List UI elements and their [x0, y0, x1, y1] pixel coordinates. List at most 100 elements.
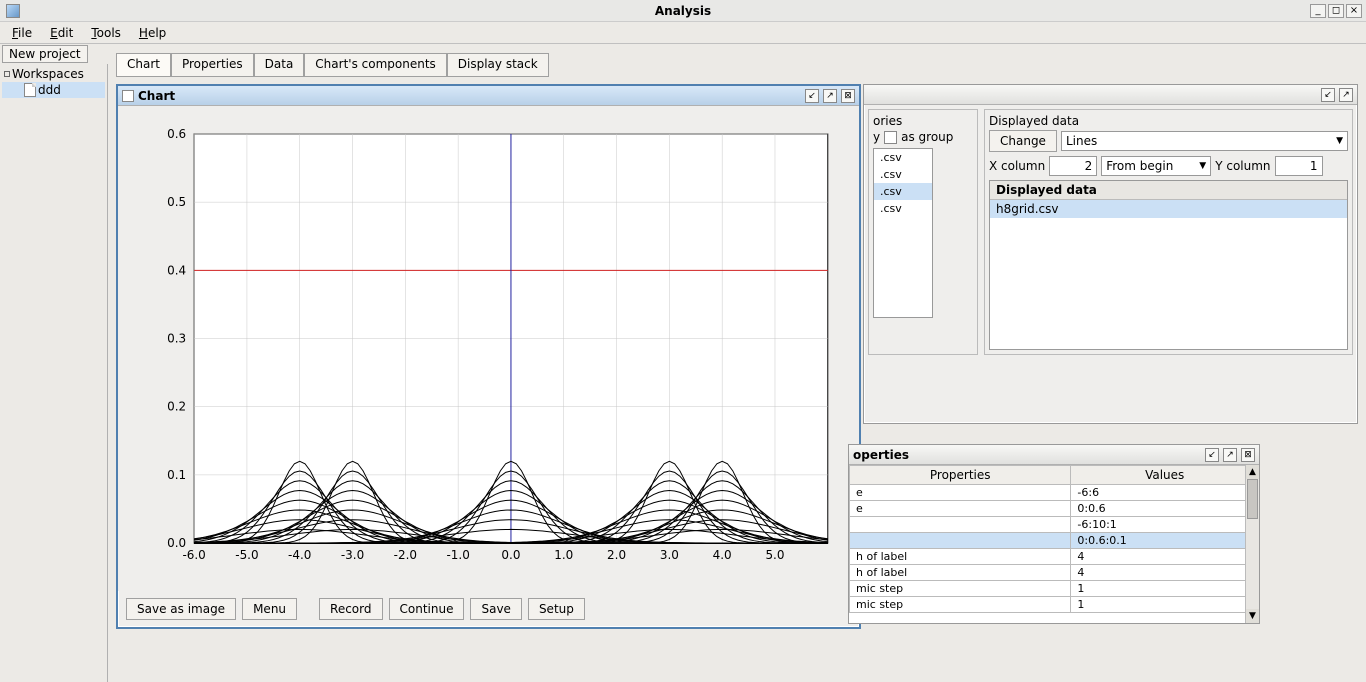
table-row[interactable]: 0:0.6:0.1 — [850, 533, 1259, 549]
props-min-icon[interactable]: ↙ — [1205, 448, 1219, 462]
file-list[interactable]: .csv.csv.csv.csv — [873, 148, 933, 318]
properties-titlebar[interactable]: operties ↙ ↗ ⊠ — [849, 445, 1259, 465]
menu-button[interactable]: Menu — [242, 598, 297, 620]
svg-text:-4.0: -4.0 — [288, 548, 311, 562]
table-row[interactable]: h of label4 — [850, 565, 1259, 581]
save-button[interactable]: Save — [470, 598, 521, 620]
svg-text:5.0: 5.0 — [765, 548, 784, 562]
chart-close-icon[interactable]: ⊠ — [841, 89, 855, 103]
tab-components[interactable]: Chart's components — [304, 53, 446, 77]
tree-root-label: Workspaces — [12, 67, 84, 81]
setup-button[interactable]: Setup — [528, 598, 585, 620]
tab-chart[interactable]: Chart — [116, 53, 171, 77]
panel-max-icon[interactable]: ↗ — [1339, 88, 1353, 102]
file-icon — [24, 83, 36, 97]
svg-text:2.0: 2.0 — [607, 548, 626, 562]
displayed-data-item[interactable]: h8grid.csv — [990, 200, 1347, 218]
y-column-input[interactable]: 1 — [1275, 156, 1323, 176]
menu-edit[interactable]: Edit — [42, 24, 81, 42]
props-max-icon[interactable]: ↗ — [1223, 448, 1237, 462]
tab-display-stack[interactable]: Display stack — [447, 53, 549, 77]
data-config-window: ↙ ↗ ories y as group .csv.csv.csv.csv — [863, 84, 1358, 424]
svg-text:-3.0: -3.0 — [341, 548, 364, 562]
displayed-data-list[interactable]: Displayed data h8grid.csv — [989, 180, 1348, 350]
window-icon — [122, 90, 134, 102]
tab-data[interactable]: Data — [254, 53, 305, 77]
chevron-down-icon: ▼ — [1199, 161, 1206, 171]
menu-tools[interactable]: Tools — [83, 24, 129, 42]
table-row[interactable]: e0:0.6 — [850, 501, 1259, 517]
from-begin-value: From begin — [1106, 159, 1173, 173]
as-group-checkbox[interactable] — [884, 131, 897, 144]
svg-text:0.6: 0.6 — [167, 127, 186, 141]
table-row[interactable]: -6:10:1 — [850, 517, 1259, 533]
table-row[interactable]: mic step1 — [850, 597, 1259, 613]
displayed-data-list-header: Displayed data — [990, 181, 1347, 200]
svg-text:-2.0: -2.0 — [394, 548, 417, 562]
close-button[interactable]: × — [1346, 4, 1362, 18]
chart-max-icon[interactable]: ↗ — [823, 89, 837, 103]
chart-canvas: -6.0-5.0-4.0-3.0-2.0-1.00.01.02.03.04.05… — [118, 106, 859, 591]
tree-item-ddd[interactable]: ddd — [2, 82, 105, 98]
chevron-down-icon: ▼ — [1336, 136, 1343, 146]
file-list-item[interactable]: .csv — [874, 149, 932, 166]
data-config-titlebar[interactable]: ↙ ↗ — [864, 85, 1357, 105]
chart-svg: -6.0-5.0-4.0-3.0-2.0-1.00.01.02.03.04.05… — [126, 114, 851, 583]
file-list-item[interactable]: .csv — [874, 183, 932, 200]
scroll-thumb[interactable] — [1247, 479, 1258, 519]
workspace-tree: Workspaces ddd — [0, 64, 108, 682]
as-group-label: as group — [901, 130, 953, 144]
chart-window: Chart ↙ ↗ ⊠ -6.0-5.0-4.0-3.0-2.0-1.00.01… — [116, 84, 861, 629]
displayed-data-header: Displayed data — [989, 114, 1348, 130]
col-properties[interactable]: Properties — [850, 466, 1071, 485]
svg-text:0.3: 0.3 — [167, 332, 186, 346]
svg-text:0.2: 0.2 — [167, 400, 186, 414]
categories-label: ories — [873, 114, 973, 130]
window-titlebar: Analysis _ ◻ × — [0, 0, 1366, 22]
svg-text:0.4: 0.4 — [167, 263, 186, 277]
table-row[interactable]: h of label4 — [850, 549, 1259, 565]
table-row[interactable]: mic step1 — [850, 581, 1259, 597]
menu-help[interactable]: Help — [131, 24, 174, 42]
props-close-icon[interactable]: ⊠ — [1241, 448, 1255, 462]
file-list-item[interactable]: .csv — [874, 200, 932, 217]
tab-properties[interactable]: Properties — [171, 53, 254, 77]
x-column-label: X column — [989, 159, 1045, 173]
properties-window: operties ↙ ↗ ⊠ Properties Values e-6:6e0… — [848, 444, 1260, 624]
menu-file[interactable]: File — [4, 24, 40, 42]
panel-min-icon[interactable]: ↙ — [1321, 88, 1335, 102]
tree-collapse-icon[interactable] — [4, 71, 10, 77]
properties-table: Properties Values e-6:6e0:0.6-6:10:10:0.… — [849, 465, 1259, 613]
from-begin-select[interactable]: From begin ▼ — [1101, 156, 1211, 176]
x-column-input[interactable]: 2 — [1049, 156, 1097, 176]
display-type-select[interactable]: Lines ▼ — [1061, 131, 1348, 151]
tree-root[interactable]: Workspaces — [2, 66, 105, 82]
change-button[interactable]: Change — [989, 130, 1057, 152]
chart-toolbar: Save as image Menu Record Continue Save … — [118, 591, 859, 627]
tree-item-label: ddd — [38, 83, 61, 97]
app-icon — [6, 4, 20, 18]
svg-text:0.5: 0.5 — [167, 195, 186, 209]
svg-text:1.0: 1.0 — [554, 548, 573, 562]
maximize-button[interactable]: ◻ — [1328, 4, 1344, 18]
new-project-button[interactable]: New project — [2, 45, 88, 63]
properties-scrollbar[interactable]: ▲ ▼ — [1245, 465, 1259, 623]
record-button[interactable]: Record — [319, 598, 382, 620]
content-area: Chart Properties Data Chart's components… — [108, 64, 1366, 682]
properties-title: operties — [853, 448, 1201, 462]
file-list-item[interactable]: .csv — [874, 166, 932, 183]
minimize-button[interactable]: _ — [1310, 4, 1326, 18]
display-type-value: Lines — [1066, 134, 1097, 148]
chart-min-icon[interactable]: ↙ — [805, 89, 819, 103]
svg-text:-1.0: -1.0 — [446, 548, 469, 562]
col-values[interactable]: Values — [1071, 466, 1259, 485]
table-row[interactable]: e-6:6 — [850, 485, 1259, 501]
chart-window-title: Chart — [138, 89, 801, 103]
svg-text:-6.0: -6.0 — [182, 548, 205, 562]
save-as-image-button[interactable]: Save as image — [126, 598, 236, 620]
scroll-up-icon[interactable]: ▲ — [1246, 465, 1259, 479]
svg-text:0.0: 0.0 — [167, 536, 186, 550]
scroll-down-icon[interactable]: ▼ — [1246, 609, 1259, 623]
chart-window-titlebar[interactable]: Chart ↙ ↗ ⊠ — [118, 86, 859, 106]
continue-button[interactable]: Continue — [389, 598, 465, 620]
